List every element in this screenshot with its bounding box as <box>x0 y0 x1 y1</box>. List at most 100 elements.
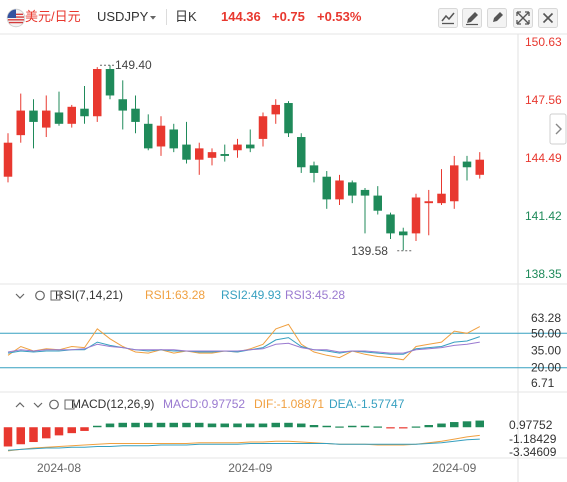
price-tick-label: 144.49 <box>525 151 562 165</box>
candle-body <box>271 104 280 115</box>
candle-body <box>246 144 255 149</box>
close-icon <box>50 290 61 301</box>
macd-histogram-bar <box>373 426 382 428</box>
chart-toolbar: 美元/日元 USDJPY 日K 144.36 +0.75 +0.53% <box>0 0 567 34</box>
price-tick-label: 138.35 <box>525 267 562 281</box>
macd-histogram-bar <box>233 423 242 428</box>
macd-title: MACD(12,26,9) <box>71 397 154 411</box>
drawing-tools-icon[interactable] <box>462 8 482 28</box>
price-change-percent: +0.53% <box>317 9 362 24</box>
price-change: +0.75 <box>272 9 305 24</box>
macd-histogram-bar <box>105 423 115 428</box>
macd-histogram-bar <box>411 426 421 428</box>
candle-body <box>424 201 433 204</box>
scroll-handle <box>549 113 567 145</box>
macd-legend-item: DEA:-1.57747 <box>329 397 405 411</box>
candle-body <box>3 142 13 177</box>
macd-histogram-bar <box>309 425 319 428</box>
candle-body <box>42 110 51 128</box>
macd-histogram-bar <box>437 423 446 428</box>
gear-icon <box>35 290 45 301</box>
candle-body <box>309 165 319 173</box>
candle-body <box>360 189 370 196</box>
price-tick-label: 141.42 <box>525 209 562 223</box>
macd-histogram-bar <box>475 420 484 428</box>
price-axis-scroll-handle[interactable] <box>549 113 567 145</box>
macd-histogram-bar <box>42 427 51 439</box>
rsi-legend-item: RSI2:49.93 <box>221 288 281 302</box>
rsi-title: RSI(7,14,21) <box>55 288 123 302</box>
candle-body <box>144 123 153 149</box>
macd-tick-label: -3.34609 <box>509 445 557 459</box>
macd-histogram-bar <box>207 423 217 428</box>
candle-body <box>386 214 395 234</box>
rsi-tick-label: 63.28 <box>531 311 561 325</box>
candle-body <box>373 195 382 211</box>
time-tick-label: 2024-08 <box>37 461 81 475</box>
symbol-selector[interactable]: USDJPY <box>97 9 149 24</box>
toolbar-divider <box>166 9 167 25</box>
macd-histogram-bar <box>386 427 395 429</box>
macd-histogram-bar <box>271 422 280 428</box>
last-price: 144.36 <box>221 9 261 24</box>
candle-body <box>93 69 102 117</box>
macd-histogram-bar <box>335 426 344 428</box>
fullscreen-icon[interactable] <box>513 8 533 28</box>
macd-series-line <box>7 438 480 451</box>
price-tick-label: 147.56 <box>525 93 562 107</box>
candle-body <box>348 182 357 196</box>
candle-body <box>16 110 25 136</box>
rsi-legend-item: RSI3:45.28 <box>285 288 345 302</box>
candle-body <box>322 176 331 200</box>
macd-histogram-bar <box>284 422 293 428</box>
candle-body <box>220 154 229 156</box>
candle-body <box>80 108 89 117</box>
macd-tick-label: 0.97752 <box>509 418 553 432</box>
candle-body <box>233 144 242 151</box>
candle-body <box>118 99 127 111</box>
close-icon[interactable] <box>538 8 558 28</box>
macd-histogram-bar <box>54 427 64 436</box>
indicator-icon[interactable] <box>438 8 458 28</box>
candlestick-series: 149.40 139.58 <box>3 58 484 258</box>
candle-body <box>105 69 115 96</box>
gear-icon <box>49 399 59 410</box>
candle-body <box>284 103 293 134</box>
macd-histogram-bar <box>16 427 25 445</box>
candle-body <box>131 108 140 122</box>
macd-panel: MACD(12,26,9) MACD:0.97752 DIF:-1.08871 DEA… <box>3 397 484 452</box>
chevron-right-icon <box>555 123 562 135</box>
rsi-tick-label: 35.00 <box>531 343 561 357</box>
chevron-down-icon[interactable] <box>149 15 157 21</box>
macd-histogram-bar <box>29 427 38 443</box>
macd-tick-label: -1.18429 <box>509 432 557 446</box>
rsi-header-icons <box>15 290 61 301</box>
high-price-label: 149.40 <box>115 58 152 72</box>
macd-histogram-bar <box>67 427 76 434</box>
macd-histogram-bar <box>322 425 331 428</box>
rsi-series-line <box>7 323 481 361</box>
macd-histogram-bar <box>131 422 140 428</box>
pen-icon[interactable] <box>487 8 507 28</box>
macd-histogram-bar <box>169 422 178 428</box>
close-icon <box>64 399 75 410</box>
rsi-panel: RSI(7,14,21) RSI1:63.28 RSI2:49.93 RSI3:45.… <box>0 288 567 369</box>
macd-histogram-bar <box>246 423 255 428</box>
macd-histogram-bar <box>195 422 204 428</box>
rsi-tick-label: 6.71 <box>531 376 555 390</box>
macd-histogram-bar <box>399 427 408 429</box>
panel-icons <box>15 290 75 410</box>
rsi-tick-label: 20.00 <box>531 361 561 375</box>
macd-histogram-bar <box>3 427 13 447</box>
price-tick-label: 150.63 <box>525 35 562 49</box>
time-tick-label: 2024-09 <box>228 461 272 475</box>
period-selector[interactable]: 日K <box>175 9 197 24</box>
chevron-up-icon <box>15 402 25 408</box>
candle-body <box>437 193 446 204</box>
pair-name: 美元/日元 <box>25 9 81 24</box>
chevron-down-icon <box>33 402 43 408</box>
macd-histogram-bar <box>424 425 433 428</box>
candle-body <box>411 197 421 234</box>
macd-legend-item: DIF:-1.08871 <box>254 397 324 411</box>
